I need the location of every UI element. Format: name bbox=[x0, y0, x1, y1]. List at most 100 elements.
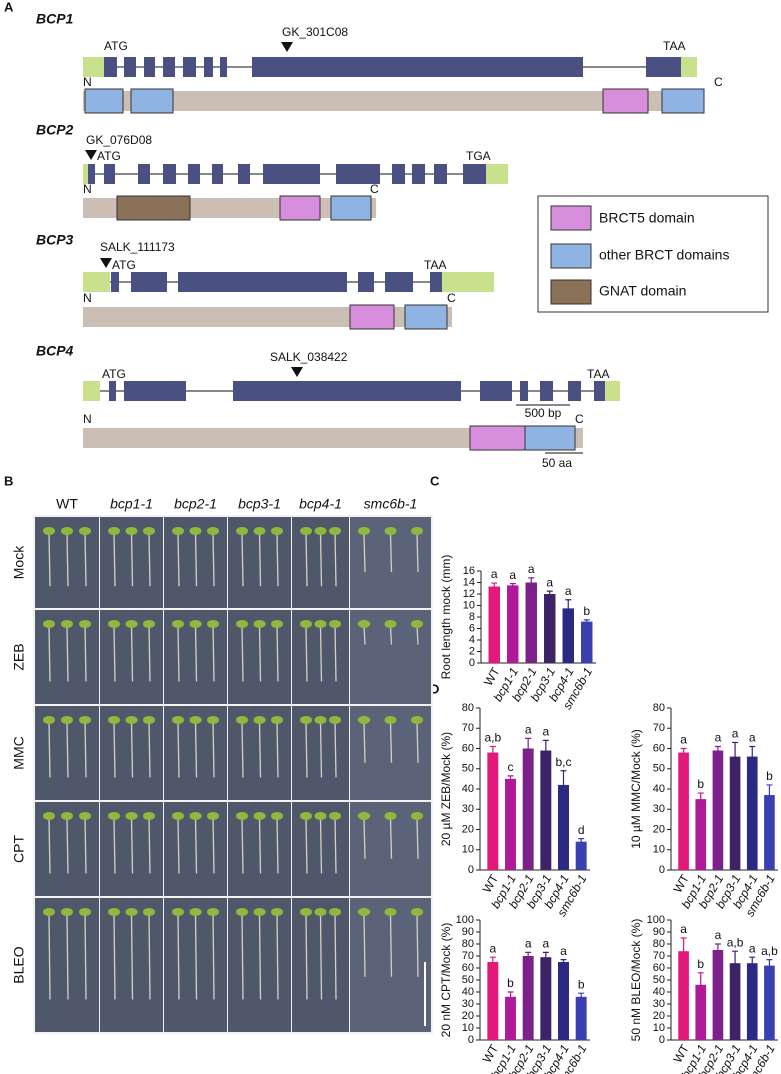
seedling-root bbox=[177, 625, 180, 682]
bar bbox=[729, 756, 741, 870]
bar bbox=[712, 750, 724, 870]
bar bbox=[558, 784, 569, 870]
seedling-root bbox=[241, 913, 244, 1000]
exon bbox=[336, 164, 380, 184]
significance-letter: b bbox=[697, 777, 704, 791]
seedling-root bbox=[305, 913, 308, 1000]
error-bar bbox=[749, 956, 756, 970]
treatment-label: ZEB bbox=[11, 643, 27, 670]
exon bbox=[480, 381, 512, 401]
seedling-root bbox=[241, 532, 244, 587]
seedling-leaf bbox=[207, 527, 219, 535]
error-bar bbox=[766, 784, 773, 806]
error-bar bbox=[560, 770, 567, 800]
seedling-root bbox=[148, 625, 151, 682]
seedling-leaf bbox=[108, 812, 120, 820]
seedling-root bbox=[241, 817, 244, 874]
y-tick-label: 70 bbox=[653, 950, 665, 962]
significance-letter: a bbox=[565, 584, 572, 598]
error-bar bbox=[542, 951, 549, 962]
seedling-leaf bbox=[358, 716, 370, 724]
seedling-leaf bbox=[314, 908, 327, 916]
insertion-label: SALK_038422 bbox=[270, 350, 348, 364]
seedling-root bbox=[130, 532, 134, 587]
y-tick-label: 40 bbox=[462, 986, 474, 998]
seedling-leaf bbox=[189, 812, 202, 820]
insertion-label: GK_301C08 bbox=[282, 25, 348, 39]
seedling-root bbox=[319, 721, 323, 778]
bar bbox=[764, 795, 775, 870]
exon bbox=[183, 57, 196, 77]
treatment-label: CPT bbox=[11, 835, 27, 863]
c-terminus: C bbox=[370, 182, 379, 196]
seedling-leaf bbox=[253, 620, 266, 628]
seedling-root bbox=[113, 817, 116, 874]
y-tick-label: 30 bbox=[462, 998, 474, 1010]
exon bbox=[104, 164, 115, 184]
seedling-root bbox=[84, 625, 87, 682]
seedling-leaf bbox=[384, 620, 397, 628]
y-tick-label: 16 bbox=[463, 565, 475, 577]
seedling-leaf bbox=[108, 908, 120, 916]
error-bar bbox=[565, 599, 572, 617]
seedling-root bbox=[194, 625, 198, 682]
seedling-leaf bbox=[329, 527, 341, 535]
significance-letter: a bbox=[542, 725, 549, 739]
treatment-label: BLEO bbox=[11, 946, 27, 983]
utr bbox=[83, 57, 104, 77]
seedling-root bbox=[389, 913, 393, 977]
error-bar bbox=[749, 745, 756, 767]
y-tick-label: 50 bbox=[653, 763, 665, 775]
seedling-root bbox=[113, 625, 116, 682]
panel-label: B bbox=[4, 473, 13, 488]
bar bbox=[558, 962, 569, 1040]
seedling-leaf bbox=[189, 716, 202, 724]
error-bar bbox=[680, 937, 687, 965]
significance-letter: a bbox=[546, 575, 553, 589]
seedling-root bbox=[84, 532, 87, 587]
seedling-leaf bbox=[108, 716, 120, 724]
bar bbox=[678, 951, 689, 1040]
bar bbox=[562, 608, 574, 663]
legend-swatch bbox=[550, 279, 592, 305]
y-tick-label: 0 bbox=[468, 1034, 474, 1046]
y-tick-label: 70 bbox=[462, 950, 474, 962]
domain bbox=[524, 425, 576, 451]
y-tick-label: 10 bbox=[462, 1022, 474, 1034]
seedling-root bbox=[389, 532, 393, 573]
error-bar bbox=[697, 792, 704, 806]
exon bbox=[163, 57, 175, 77]
utr bbox=[83, 381, 100, 401]
seedling-leaf bbox=[125, 716, 138, 724]
seedling-root bbox=[305, 721, 308, 778]
seedling-root bbox=[334, 913, 337, 1000]
gene-name: BCP4 bbox=[36, 343, 74, 359]
seedling-leaf bbox=[61, 908, 73, 916]
y-tick-label: 8 bbox=[469, 611, 475, 623]
significance-letter: b bbox=[507, 976, 514, 990]
significance-letter: a bbox=[525, 723, 532, 737]
seedling-leaf bbox=[189, 620, 202, 628]
y-tick-label: 10 bbox=[463, 599, 475, 611]
seedling-root bbox=[416, 817, 419, 859]
legend-label: BRCT5 domain bbox=[599, 210, 695, 226]
stop-codon: TAA bbox=[663, 39, 685, 53]
y-tick-label: 30 bbox=[653, 803, 665, 815]
significance-letter: c bbox=[508, 760, 514, 774]
significance-letter: a bbox=[489, 941, 496, 955]
significance-letter: a bbox=[715, 731, 722, 745]
seedling-root bbox=[84, 913, 87, 1000]
seedling-root bbox=[66, 625, 69, 682]
seedling-root bbox=[334, 817, 337, 874]
seedling-root bbox=[148, 532, 151, 587]
error-bar bbox=[680, 747, 687, 757]
seedling-leaf bbox=[300, 908, 312, 916]
start-codon: ATG bbox=[104, 39, 128, 53]
exon bbox=[163, 164, 176, 184]
seedling-leaf bbox=[253, 812, 266, 820]
seedling-root bbox=[148, 817, 151, 874]
bar bbox=[575, 996, 587, 1040]
stop-codon: TGA bbox=[466, 149, 491, 163]
domain bbox=[661, 88, 705, 114]
